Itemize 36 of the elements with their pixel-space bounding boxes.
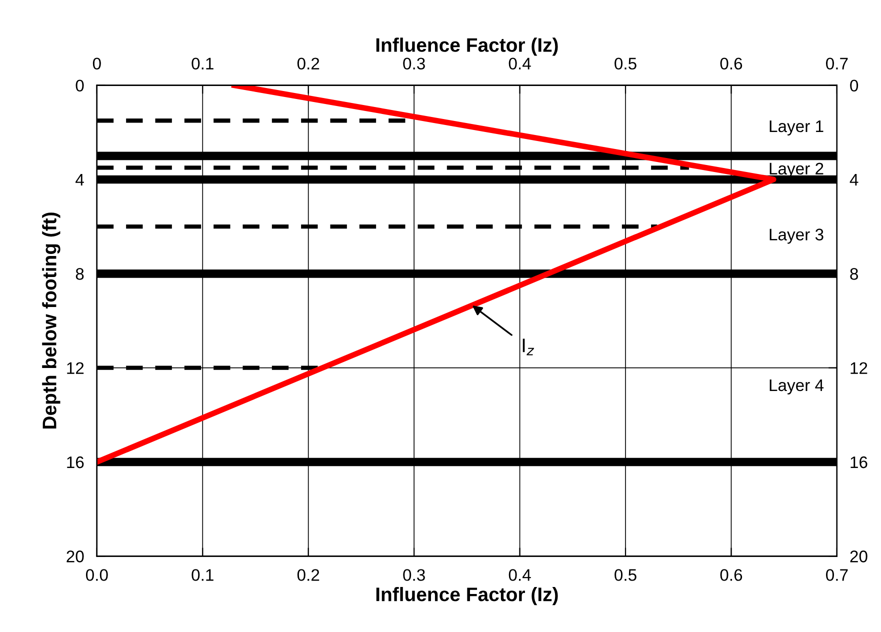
y-tick-label: 16 xyxy=(67,456,84,468)
x-tick-label: 0.0 xyxy=(86,569,108,581)
annotation: Layer 2 xyxy=(770,162,824,178)
x-tick-label: 0.4 xyxy=(508,569,531,581)
x-tick-label: 0.5 xyxy=(614,569,636,581)
x-axis-title: Influence Factor (Iz) xyxy=(376,586,558,606)
x2-tick-label: 0.2 xyxy=(297,58,320,70)
annotation: Layer 3 xyxy=(770,228,824,244)
x2-tick-label: 0.3 xyxy=(403,58,425,70)
y-tick-label: 20 xyxy=(66,550,84,562)
y2-tick-label: 16 xyxy=(850,456,868,468)
x2-tick-label: 0.5 xyxy=(614,58,636,70)
y2-tick-label: 0 xyxy=(850,80,858,92)
y-tick-label: 8 xyxy=(76,268,84,280)
y-tick-label: 12 xyxy=(67,362,84,374)
x2-tick-label: 0.6 xyxy=(720,58,742,70)
y2-tick-label: 12 xyxy=(850,362,868,374)
annotation: Layer 1 xyxy=(770,120,824,136)
x2-tick-label: 0.4 xyxy=(508,58,531,70)
annotation: Layer 4 xyxy=(770,380,824,394)
y2-tick-label: 20 xyxy=(850,550,868,562)
y-axis-title: Depth below footing (ft) xyxy=(42,212,60,429)
annotation: I$_{z}$ xyxy=(522,338,534,356)
x-tick-label: 0.6 xyxy=(720,569,742,581)
y2-tick-label: 4 xyxy=(850,174,858,186)
x2-tick-label: 0.7 xyxy=(826,58,848,70)
x-tick-label: 0.7 xyxy=(826,569,848,581)
x-tick-label: 0.3 xyxy=(403,569,425,581)
x2-axis-title: Influence Factor (Iz) xyxy=(376,38,558,56)
y2-tick-label: 8 xyxy=(850,268,858,280)
y-tick-label: 4 xyxy=(76,174,84,186)
x2-tick-label: 0 xyxy=(92,58,101,70)
x-tick-label: 0.2 xyxy=(297,569,320,581)
y-tick-label: 0 xyxy=(76,80,84,92)
x-tick-label: 0.1 xyxy=(192,569,214,581)
x2-tick-label: 0.1 xyxy=(192,58,214,70)
